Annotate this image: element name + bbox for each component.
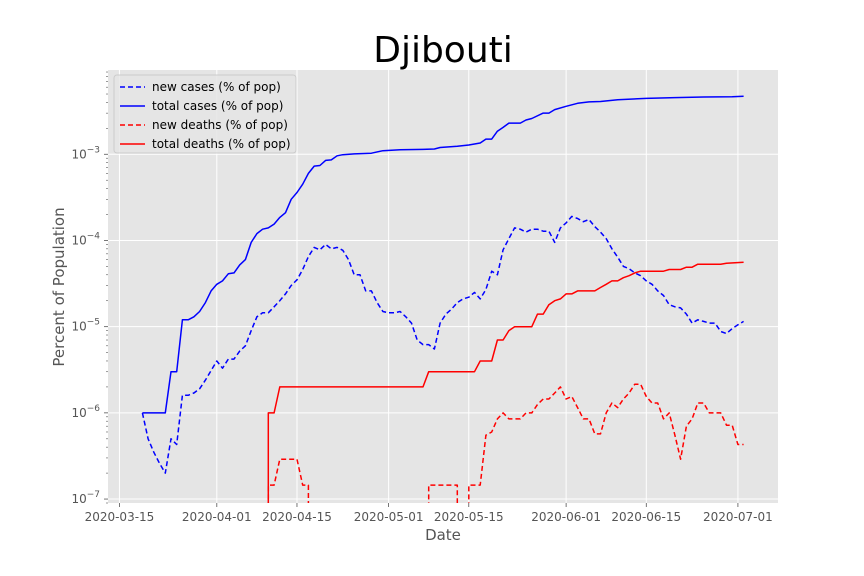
legend-box [113, 74, 297, 154]
legend-label: new deaths (% of pop) [152, 118, 288, 132]
x-tick-label: 2020-04-01 [182, 510, 252, 524]
chart-title: Djibouti [373, 30, 513, 71]
legend-label: new cases (% of pop) [152, 80, 281, 94]
series-line-1 [141, 215, 744, 474]
series-line-3 [267, 383, 744, 503]
legend-label: total deaths (% of pop) [152, 137, 291, 151]
series-line-4 [267, 261, 744, 503]
x-tick-label: 2020-03-15 [85, 510, 155, 524]
x-tick-label: 2020-07-01 [703, 510, 773, 524]
legend-label: total cases (% of pop) [152, 99, 283, 113]
series-lines [141, 95, 744, 503]
x-tick-label: 2020-04-15 [262, 510, 332, 524]
y-axis-label: Percent of Population [50, 207, 68, 366]
x-tick-label: 2020-05-01 [354, 510, 424, 524]
x-tick-label: 2020-05-15 [434, 510, 504, 524]
x-axis-label: Date [425, 526, 461, 544]
series-line-2 [142, 95, 744, 414]
legend: new cases (% of pop) total cases (% of po… [113, 74, 297, 154]
x-tick-label: 2020-06-15 [611, 510, 681, 524]
x-tick-label: 2020-06-01 [531, 510, 601, 524]
